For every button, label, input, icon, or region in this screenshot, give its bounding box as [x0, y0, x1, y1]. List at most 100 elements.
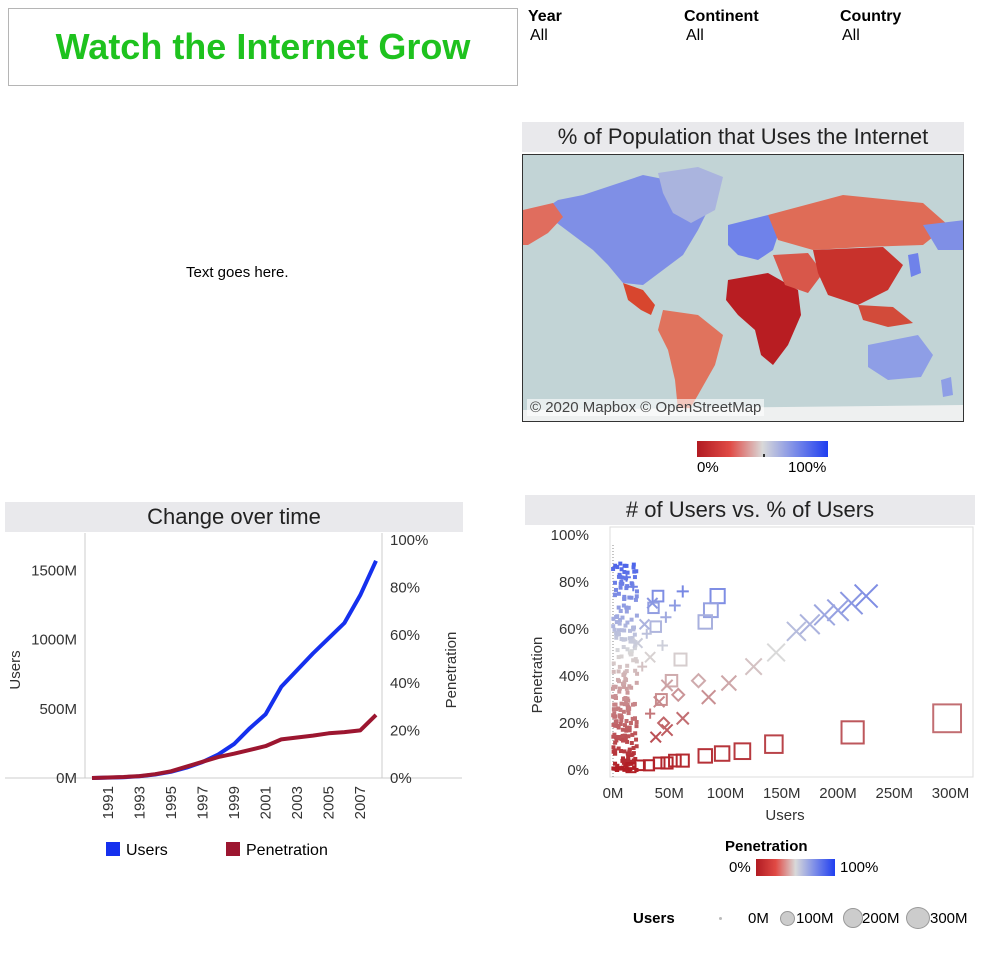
world-map-svg [523, 167, 963, 421]
size-legend-label-3: 300M [930, 910, 968, 927]
scatter-point [744, 657, 763, 676]
cluster-mark [625, 570, 630, 575]
scatter-x-tick-label: 150M [763, 785, 801, 802]
cluster-mark [617, 714, 622, 719]
cluster-mark [623, 696, 628, 701]
scatter-point [644, 651, 656, 664]
cluster-mark [631, 758, 636, 763]
cluster-mark [611, 566, 616, 571]
filter-continent[interactable]: Continent All [684, 8, 834, 45]
line-chart-right-ticks: 0% 20% 40% 60% 80% 100% [390, 532, 428, 787]
size-legend-dot-1 [780, 911, 795, 926]
world-map[interactable] [522, 154, 964, 422]
line-legend-penetration[interactable]: Penetration [226, 842, 328, 860]
scatter-color-legend-bar [756, 859, 835, 876]
filter-year[interactable]: Year All [528, 8, 678, 45]
cluster-mark [624, 669, 629, 674]
cluster-mark [613, 587, 618, 592]
cluster-mark [612, 711, 617, 716]
cluster-mark [618, 749, 623, 754]
cluster-mark [621, 644, 626, 649]
size-legend-title: Users [633, 910, 675, 927]
cluster-mark [634, 737, 639, 742]
cluster-mark [632, 646, 637, 651]
filter-country-value[interactable]: All [842, 27, 860, 44]
scatter-point [657, 639, 668, 651]
cluster-mark [628, 720, 633, 725]
scatter-point [932, 703, 963, 734]
scatter-point [766, 642, 786, 663]
scatter-points [622, 572, 963, 774]
scatter-point [786, 621, 807, 642]
cluster-mark [611, 686, 616, 691]
cluster-mark [633, 597, 638, 602]
cluster-mark [634, 744, 639, 749]
cluster-mark [611, 694, 616, 699]
cluster-mark [611, 734, 616, 739]
scatter-point [675, 711, 690, 726]
line-legend-users[interactable]: Users [106, 842, 168, 860]
scatter-point [733, 742, 752, 761]
scatter-y-tick-label: 100% [551, 527, 589, 544]
cluster-mark [611, 766, 616, 771]
cluster-mark [622, 570, 627, 575]
cluster-mark [634, 680, 639, 685]
cluster-mark [619, 567, 624, 572]
cluster-mark [614, 719, 619, 724]
scatter-point [690, 672, 707, 689]
text-placeholder: Text goes here. [186, 264, 289, 281]
line-chart-y-label: Users [7, 650, 24, 689]
filter-country[interactable]: Country All [840, 8, 990, 45]
cluster-mark [634, 594, 639, 599]
x-tick-label: 1993 [131, 786, 148, 819]
line-chart-y2-label: Penetration [443, 632, 460, 709]
scatter-point [646, 597, 659, 610]
scatter-point [632, 637, 644, 649]
cluster-mark [618, 581, 623, 586]
cluster-mark [622, 563, 627, 568]
dashboard-title: Watch the Internet Grow [55, 26, 471, 67]
cluster-mark [617, 572, 622, 577]
cluster-mark [624, 725, 629, 730]
scatter-color-legend-title: Penetration [725, 838, 808, 855]
size-legend-dot-0 [719, 917, 722, 920]
scatter-color-legend-min: 0% [729, 859, 751, 876]
cluster-mark [616, 706, 621, 711]
series-line-users [91, 559, 378, 780]
cluster-mark [613, 740, 618, 745]
cluster-mark [621, 738, 626, 743]
cluster-mark [617, 686, 622, 691]
scatter-point [764, 734, 784, 754]
x-tick-label: 2005 [321, 786, 338, 819]
filter-year-value[interactable]: All [530, 27, 548, 44]
cluster-mark [616, 655, 621, 660]
scatter-y-label: Penetration [529, 637, 546, 714]
size-legend-label-1: 100M [796, 910, 834, 927]
map-alaska [523, 203, 563, 245]
scatter-point [853, 583, 879, 609]
cluster-mark [615, 614, 620, 619]
cluster-mark [613, 695, 618, 700]
map-legend-max: 100% [788, 459, 827, 476]
scatter-point [641, 628, 652, 639]
map-australia [868, 335, 933, 380]
cluster-mark [615, 565, 620, 570]
scatter-point [660, 756, 674, 770]
cluster-mark [625, 690, 630, 695]
cluster-mark [629, 685, 634, 690]
map-attribution[interactable]: © 2020 Mapbox © OpenStreetMap [527, 399, 765, 416]
cluster-mark [620, 758, 625, 763]
cluster-mark [634, 613, 639, 618]
cluster-mark [614, 707, 619, 712]
cluster-mark [613, 748, 618, 753]
scatter-dense-cluster [611, 561, 640, 772]
filter-continent-value[interactable]: All [686, 27, 704, 44]
x-tick-label: 1991 [100, 786, 117, 819]
scatter-x-ticks: 0M 50M 100M 150M 200M 250M 300M [603, 785, 970, 802]
scatter-point [697, 614, 713, 630]
cluster-mark [634, 659, 639, 664]
scatter-point [645, 708, 656, 719]
cluster-mark [633, 657, 638, 662]
cluster-mark [617, 664, 622, 669]
left-tick-label: 500M [39, 701, 77, 718]
